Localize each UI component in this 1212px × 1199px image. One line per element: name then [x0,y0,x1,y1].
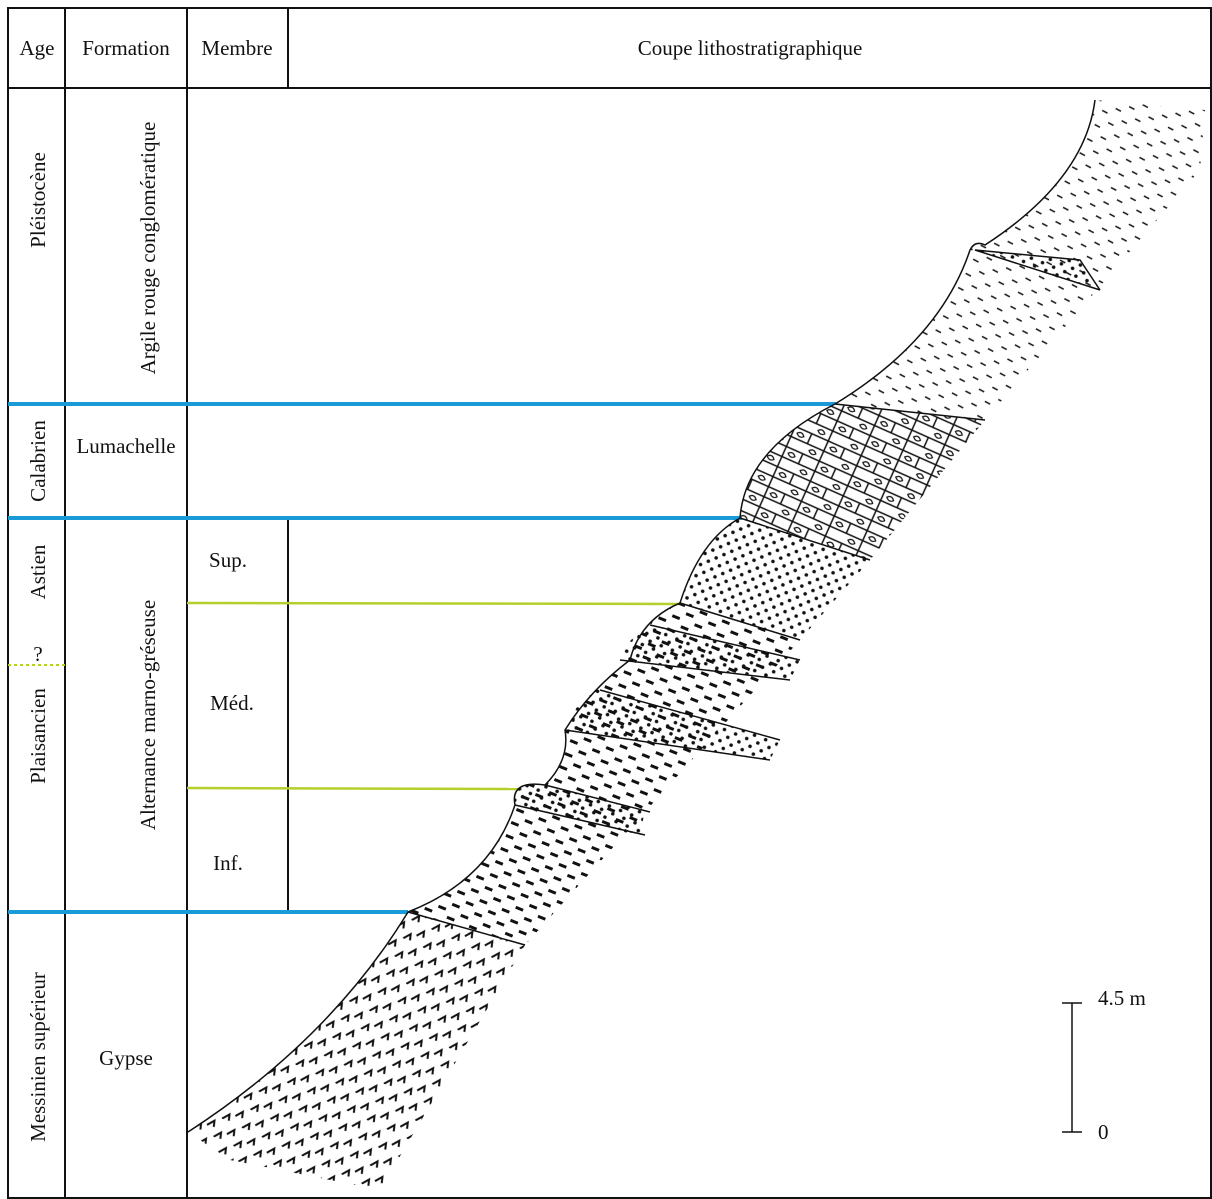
bed-line [544,784,651,813]
member-line [186,786,523,791]
member-label: Méd. [210,691,254,715]
age-label: Calabrien [26,420,50,502]
bed-line [679,602,801,641]
scale-label: 4.5 m [1098,986,1146,1010]
member-label: Sup. [209,548,247,572]
member-label: Inf. [213,851,243,875]
outer-frame [7,7,1212,1199]
age-label: Messinien supérieur [26,972,50,1142]
age-label: Pléistocène [26,152,50,248]
header-coupe: Coupe lithostratigraphique [638,36,863,60]
header-membre: Membre [201,36,272,60]
age-label: Plaisancien [26,688,50,784]
formation-label: Argile rouge conglomératique [136,122,160,375]
bed-line [514,804,646,836]
sandstone-bed [565,690,780,760]
header-age: Age [20,36,55,60]
sand-layer [680,518,870,640]
bed-line [564,729,771,761]
gypsum-layer [188,912,525,1190]
conglomerate-bed [974,249,1101,291]
section-profile [187,99,1096,1133]
bed-line [649,624,801,661]
bed-line [407,911,526,946]
bed-line [739,517,871,561]
bed-line [599,689,781,741]
marl-layer [408,603,800,945]
lumachelle-layer [740,404,985,560]
formation-label: Gypse [99,1046,153,1070]
scale-label: 0 [1098,1120,1109,1144]
formation-label: Alternance marno-gréseuse [136,600,160,830]
sandstone-bed [620,625,800,680]
bed-line [834,403,986,421]
header-formation: Formation [82,36,170,60]
age-label: Astien [26,544,50,599]
sandstone-bed [514,784,645,835]
formation-label: Lumachelle [76,434,175,458]
uncertain-mark: ? [33,642,42,666]
member-line [186,601,681,606]
bed-line [619,659,791,681]
